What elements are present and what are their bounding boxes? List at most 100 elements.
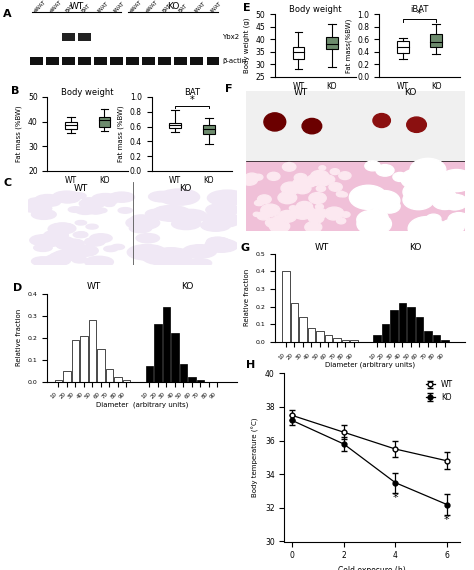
Circle shape [204, 213, 241, 227]
Circle shape [32, 257, 54, 266]
Bar [180, 364, 187, 382]
Circle shape [55, 193, 80, 203]
Circle shape [431, 189, 456, 205]
Circle shape [31, 210, 56, 219]
Circle shape [245, 173, 259, 182]
Circle shape [72, 256, 88, 263]
Text: WT: WT [73, 184, 88, 193]
Circle shape [79, 198, 105, 209]
Circle shape [85, 238, 97, 243]
Bar [373, 335, 381, 342]
X-axis label: Diameter  (arbitrary units): Diameter (arbitrary units) [96, 401, 188, 408]
Circle shape [56, 240, 76, 248]
Circle shape [308, 213, 324, 223]
Bar [99, 117, 110, 127]
Circle shape [92, 194, 119, 204]
Circle shape [191, 259, 211, 267]
Text: eWAT: eWAT [33, 0, 47, 14]
Circle shape [82, 198, 95, 202]
Circle shape [75, 221, 87, 225]
Circle shape [310, 170, 329, 182]
Text: WT: WT [294, 88, 308, 97]
Circle shape [34, 244, 52, 251]
Bar [197, 380, 204, 382]
Circle shape [254, 174, 263, 180]
Y-axis label: Fat mass (%BW): Fat mass (%BW) [16, 105, 22, 162]
Bar [163, 307, 170, 382]
Text: *: * [417, 9, 422, 19]
Circle shape [261, 204, 280, 217]
Text: A: A [3, 9, 12, 19]
Circle shape [154, 254, 194, 270]
Bar [291, 303, 298, 342]
Y-axis label: Body temperature (°C): Body temperature (°C) [252, 418, 259, 497]
Circle shape [53, 191, 81, 202]
Circle shape [64, 251, 84, 259]
Circle shape [21, 203, 45, 212]
Y-axis label: Relative fraction: Relative fraction [16, 309, 22, 367]
Bar [282, 271, 290, 342]
Circle shape [415, 179, 447, 199]
Bar [72, 340, 79, 382]
Circle shape [51, 223, 75, 233]
Text: F: F [225, 84, 232, 94]
Circle shape [309, 193, 326, 203]
Bar [154, 324, 162, 382]
Circle shape [82, 250, 95, 255]
Bar [191, 57, 203, 65]
Circle shape [165, 195, 185, 203]
Text: BAT: BAT [65, 3, 76, 14]
Bar [94, 57, 107, 65]
Text: KO: KO [182, 282, 194, 291]
Circle shape [104, 246, 118, 251]
Circle shape [85, 238, 105, 246]
Bar [207, 57, 219, 65]
Circle shape [126, 216, 160, 230]
Circle shape [307, 174, 324, 185]
Bar [123, 380, 130, 382]
Circle shape [40, 238, 60, 247]
X-axis label: Cold exposure (h): Cold exposure (h) [338, 566, 406, 570]
Circle shape [293, 178, 310, 189]
Bar [292, 47, 304, 59]
Bar [441, 340, 449, 342]
Bar [390, 310, 398, 342]
Bar [407, 307, 415, 342]
Text: eWAT: eWAT [145, 0, 160, 14]
Circle shape [326, 210, 341, 220]
Circle shape [128, 245, 166, 260]
Circle shape [443, 196, 465, 210]
Bar [78, 57, 91, 65]
Bar [30, 57, 43, 65]
Text: G: G [241, 243, 250, 253]
Bar [114, 377, 122, 382]
Text: B: B [11, 86, 19, 96]
Circle shape [278, 192, 297, 203]
Circle shape [290, 208, 303, 217]
Circle shape [88, 208, 103, 214]
Circle shape [294, 183, 311, 194]
Circle shape [272, 221, 290, 232]
Circle shape [422, 177, 441, 190]
Circle shape [253, 212, 260, 217]
Bar [333, 339, 341, 342]
Circle shape [48, 226, 64, 233]
Circle shape [340, 192, 347, 197]
Circle shape [410, 158, 446, 181]
Circle shape [68, 207, 82, 213]
Circle shape [337, 218, 346, 224]
Circle shape [73, 232, 88, 238]
Circle shape [129, 224, 152, 233]
Text: *: * [190, 95, 194, 105]
Text: iWAT: iWAT [97, 1, 110, 14]
Circle shape [444, 194, 467, 210]
Circle shape [205, 239, 238, 253]
Circle shape [318, 172, 326, 177]
Bar [399, 303, 406, 342]
Circle shape [439, 222, 456, 232]
Circle shape [339, 172, 351, 180]
Bar [246, 91, 465, 161]
Circle shape [330, 169, 339, 174]
Bar [146, 367, 153, 382]
Circle shape [201, 219, 231, 231]
